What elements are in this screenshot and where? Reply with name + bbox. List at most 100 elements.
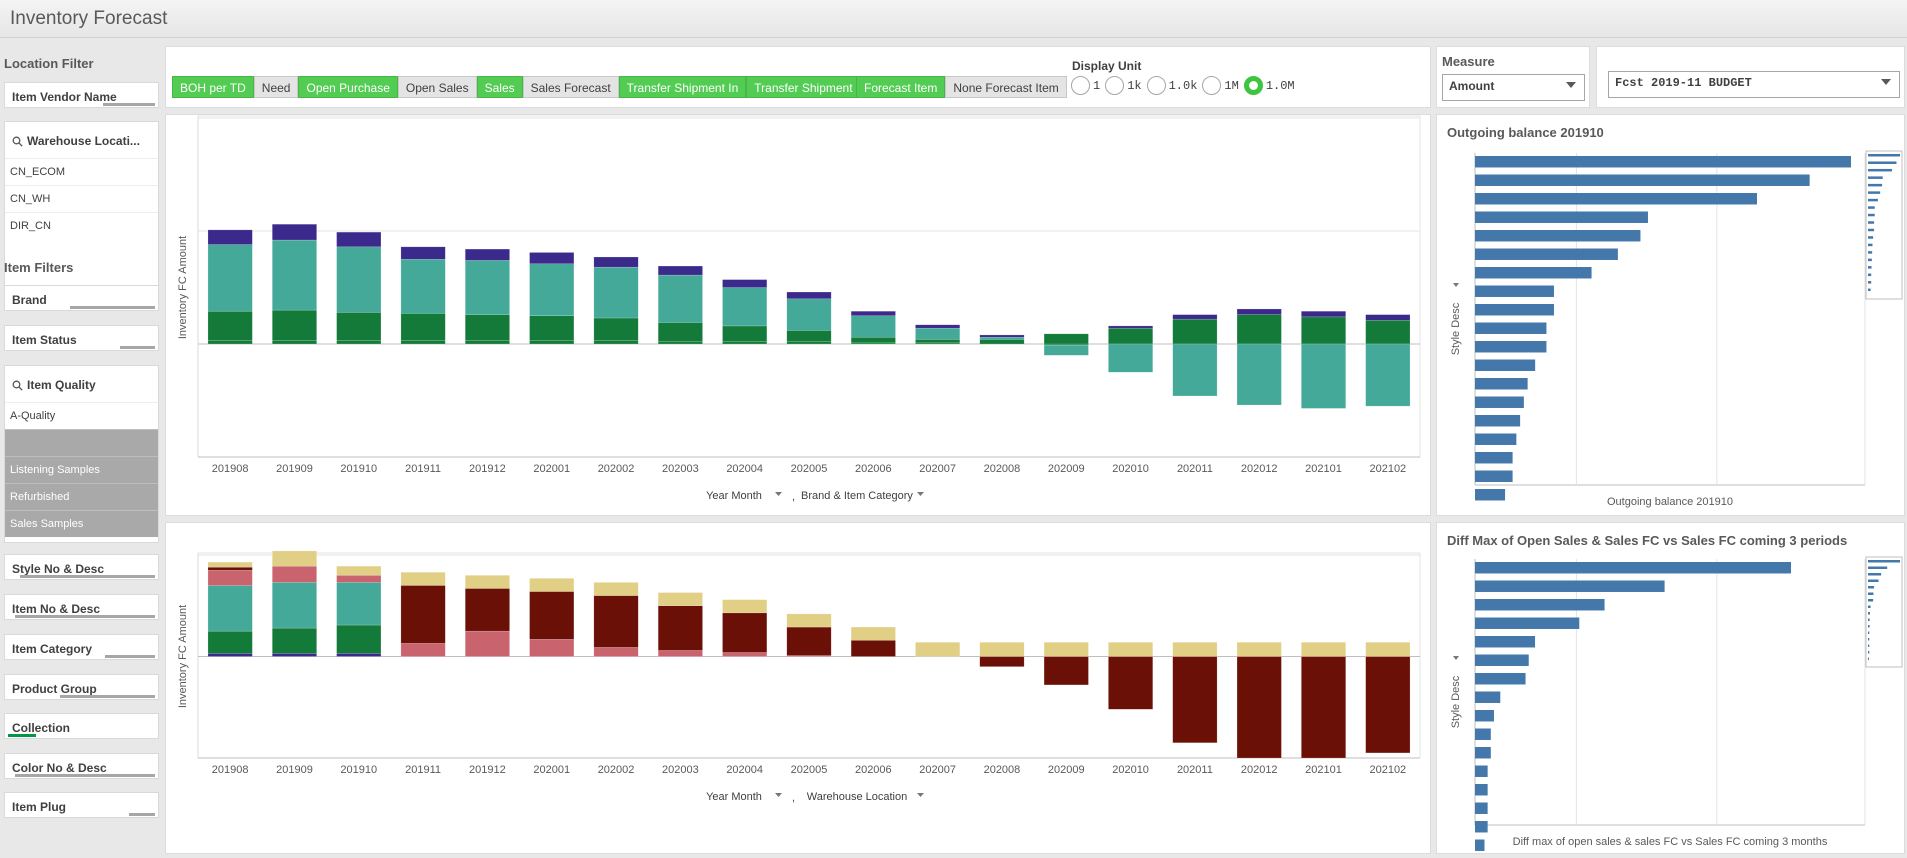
bar-segment xyxy=(593,317,639,341)
display-unit-radio[interactable]: 1 xyxy=(1071,76,1100,95)
preview-bar xyxy=(1868,266,1872,269)
bar-segment xyxy=(336,624,382,654)
display-unit-radio[interactable]: 1M xyxy=(1202,76,1239,95)
measure-button[interactable]: Transfer Shipment Out xyxy=(746,76,884,98)
bar-segment xyxy=(1108,325,1154,329)
bar xyxy=(1475,802,1488,814)
bar-segment xyxy=(272,582,317,629)
chart-title: Diff Max of Open Sales & Sales FC vs Sal… xyxy=(1447,533,1848,548)
item-plug-filter[interactable]: Item Plug xyxy=(4,792,159,818)
listbox-header[interactable]: Warehouse Locati... xyxy=(5,122,158,158)
x-tick-label: 202007 xyxy=(919,463,956,475)
x-dimension-separator: , xyxy=(792,491,795,503)
preview-bar xyxy=(1868,644,1870,647)
bar xyxy=(1475,470,1513,482)
app-titlebar: Inventory Forecast xyxy=(0,0,1907,38)
bar-segment xyxy=(400,259,446,314)
x-tick-label: 202012 xyxy=(1241,463,1278,475)
bar-segment xyxy=(1172,318,1218,345)
selection-bar xyxy=(60,695,155,698)
measure-button[interactable]: Open Purchase xyxy=(298,76,398,98)
bar-segment xyxy=(593,256,639,268)
bar xyxy=(1475,562,1791,574)
x-tick-label: 202007 xyxy=(919,764,956,776)
x-tick-label: 201909 xyxy=(276,463,313,475)
x-dimension-separator: , xyxy=(792,792,795,804)
product-group-filter[interactable]: Product Group xyxy=(4,674,159,700)
x-tick-label: 202006 xyxy=(855,764,892,776)
measure-dropdown[interactable]: Amount xyxy=(1442,74,1585,101)
bar-segment xyxy=(657,322,703,342)
list-item[interactable]: A-Quality xyxy=(5,402,158,429)
list-item[interactable]: CN_ECOM xyxy=(5,158,158,185)
measure-button[interactable]: Sales Forecast xyxy=(522,76,619,98)
search-icon xyxy=(12,136,23,147)
preview-bar xyxy=(1868,651,1870,654)
display-unit-title: Display Unit xyxy=(1072,59,1142,73)
measure-title: Measure xyxy=(1442,54,1495,69)
bar-segment xyxy=(850,336,896,344)
measure-button[interactable]: BOH per TD xyxy=(172,76,254,98)
bar-segment xyxy=(529,315,575,341)
bar xyxy=(1475,211,1648,223)
item-category-filter[interactable]: Item Category xyxy=(4,634,159,660)
measure-button[interactable]: Sales xyxy=(476,76,523,98)
measure-panel: Measure Amount xyxy=(1436,46,1590,108)
forecast-button[interactable]: Forecast Item xyxy=(856,76,946,98)
bar xyxy=(1475,765,1488,777)
bar xyxy=(1475,396,1524,408)
bar-segment xyxy=(593,595,639,648)
display-unit-radio[interactable]: 1k xyxy=(1105,76,1142,95)
item-vendor-name-filter[interactable]: Item Vendor Name xyxy=(4,82,159,108)
listbox-header[interactable]: Item Quality xyxy=(5,366,158,402)
bar xyxy=(1475,433,1517,445)
diff-max-chart[interactable]: Style Desc Diff max of open sales & sales… xyxy=(1437,523,1904,853)
inventory-by-warehouse-chart[interactable]: 201908 201909 201910 201911 201912 202001 2020… xyxy=(166,523,1430,853)
dropdown-icon xyxy=(917,492,924,496)
measure-button[interactable]: Transfer Shipment In xyxy=(618,76,747,98)
bar-segment xyxy=(1172,314,1218,320)
list-item[interactable]: Refurbished xyxy=(5,483,158,510)
measure-button[interactable]: Need xyxy=(253,76,299,98)
chart-panel-2: 201908 201909 201910 201911 201912 202001 2020… xyxy=(165,522,1431,854)
y-axis-label: Inventory FC Amount xyxy=(177,605,189,708)
x-tick-label: 202002 xyxy=(598,463,635,475)
list-item[interactable]: DIR_CN xyxy=(5,212,158,239)
inventory-by-brand-chart[interactable]: 201908 201909 201910 201911 201912 202001 2020… xyxy=(166,115,1430,515)
bar-segment xyxy=(657,341,703,345)
forecast-button[interactable]: None Forecast Item xyxy=(945,76,1067,98)
preview-bar xyxy=(1868,168,1892,172)
selection-bar xyxy=(8,734,36,737)
bar xyxy=(1475,322,1547,334)
bar-segment xyxy=(850,640,896,657)
outgoing-balance-chart[interactable]: Style Desc Outgoing balance 201910 xyxy=(1437,115,1904,515)
item-status-filter[interactable]: Item Status xyxy=(4,325,159,351)
color-no-desc-filter[interactable]: Color No & Desc xyxy=(4,753,159,779)
x-tick-label: 202005 xyxy=(791,463,828,475)
collection-filter[interactable]: Collection xyxy=(4,713,159,739)
x-tick-label: 202010 xyxy=(1112,764,1149,776)
list-item[interactable]: Listening Samples xyxy=(5,456,158,483)
list-item[interactable]: Sales Samples xyxy=(5,510,158,537)
x-tick-label: 202009 xyxy=(1048,764,1085,776)
item-no-desc-filter[interactable]: Item No & Desc xyxy=(4,594,159,620)
x-tick-label: 202002 xyxy=(598,764,635,776)
display-unit-radio[interactable]: 1.0k xyxy=(1146,76,1197,95)
budget-panel: Fcst 2019-11 BUDGET xyxy=(1596,46,1905,108)
list-item[interactable] xyxy=(5,429,158,456)
bar-segment xyxy=(464,575,510,589)
warehouse-location-listbox[interactable]: Warehouse Locati... CN_ECOM CN_WH DIR_CN xyxy=(4,121,159,289)
brand-filter[interactable]: Brand xyxy=(4,285,159,311)
budget-dropdown[interactable]: Fcst 2019-11 BUDGET xyxy=(1608,71,1900,98)
bar-segment xyxy=(722,325,768,342)
bar-segment xyxy=(1172,642,1218,657)
item-quality-listbox[interactable]: Item Quality A-Quality Listening Samples… xyxy=(4,365,159,543)
list-item[interactable]: CN_WH xyxy=(5,185,158,212)
measure-button[interactable]: Open Sales xyxy=(397,76,477,98)
style-no-desc-filter[interactable]: Style No & Desc xyxy=(4,554,159,580)
x-tick-label: 202101 xyxy=(1305,764,1342,776)
display-unit-radio[interactable]: 1.0M xyxy=(1243,76,1295,95)
bar-segment xyxy=(979,336,1025,340)
chart-panel-3: Outgoing balance 201910 Style Desc Outgoi… xyxy=(1436,114,1905,516)
bar-segment xyxy=(272,239,317,311)
